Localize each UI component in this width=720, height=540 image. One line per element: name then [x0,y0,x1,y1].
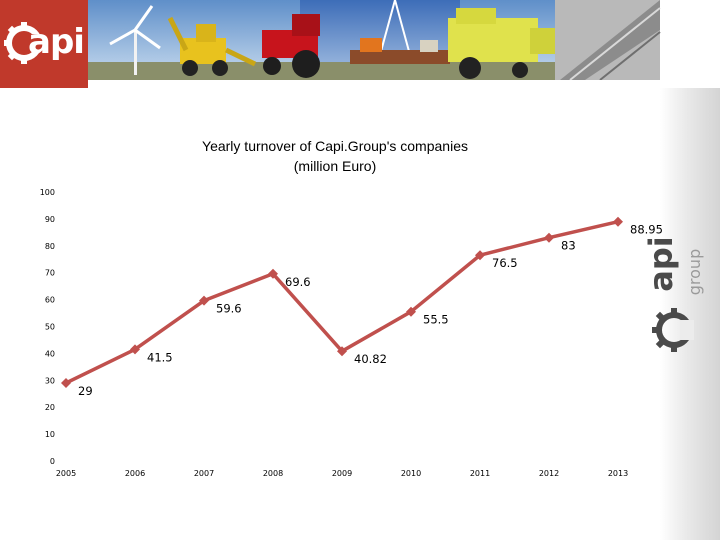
wind-turbine-icon [109,5,161,75]
x-tick-label: 2010 [401,469,421,478]
y-tick-label: 40 [45,349,55,358]
gear-icon [4,22,44,64]
data-point-marker [613,216,623,227]
data-label: 55.5 [423,313,449,327]
data-label: 83 [561,239,576,253]
combine-harvester-icon [448,8,556,79]
y-tick-label: 80 [45,242,55,251]
escalator-icon [555,0,661,81]
x-tick-label: 2006 [125,469,145,478]
y-tick-label: 0 [50,457,55,466]
data-point-marker [199,295,209,306]
data-label: 76.5 [492,256,518,270]
side-logo-sub: group [685,249,704,295]
side-logo-word: api [642,236,680,291]
data-point-marker [130,344,140,355]
chart-title-line1: Yearly turnover of Capi.Group's companie… [202,138,468,154]
gear-icon [652,308,694,352]
data-label: 29 [78,384,93,398]
backhoe-icon [167,16,257,76]
machinery-photo-strip [88,0,661,88]
x-tick-label: 2012 [539,469,559,478]
y-tick-label: 10 [45,430,55,439]
series-markers [61,216,623,388]
y-axis: 0 10 20 30 40 50 60 70 80 90 100 [40,188,55,466]
x-tick-label: 2007 [194,469,214,478]
data-labels: 29 41.5 59.6 69.6 40.82 55.5 76.5 83 88.95 [78,223,663,398]
x-tick-label: 2013 [608,469,628,478]
x-axis: 2005 2006 2007 2008 2009 2010 2011 2012 2013 [56,469,628,478]
y-tick-label: 30 [45,376,55,385]
data-label: 40.82 [354,352,387,366]
data-label: 59.6 [216,302,242,316]
data-point-marker [268,268,278,279]
y-tick-label: 100 [40,188,55,197]
chart-title-line2: (million Euro) [293,158,377,174]
header-banner: api [0,0,720,88]
x-tick-label: 2008 [263,469,283,478]
tractor-icon [262,14,320,78]
x-tick-label: 2005 [56,469,76,478]
logo-text: api [28,22,85,62]
data-label: 88.95 [630,223,663,237]
data-point-marker [544,232,554,243]
data-point-marker [337,346,347,357]
x-tick-label: 2009 [332,469,352,478]
y-tick-label: 20 [45,403,55,412]
y-tick-label: 70 [45,269,55,278]
y-tick-label: 60 [45,296,55,305]
y-tick-label: 90 [45,215,55,224]
drilling-rig-icon [350,0,450,64]
y-tick-label: 50 [45,323,55,332]
data-point-marker [406,306,416,317]
side-logo: group api [642,236,704,352]
data-label: 41.5 [147,350,173,364]
data-label: 69.6 [285,275,311,289]
chart-title: Yearly turnover of Capi.Group's companie… [130,136,540,176]
data-point-marker [61,377,71,388]
logo: api [0,0,88,88]
x-tick-label: 2011 [470,469,490,478]
data-point-marker [475,250,485,261]
